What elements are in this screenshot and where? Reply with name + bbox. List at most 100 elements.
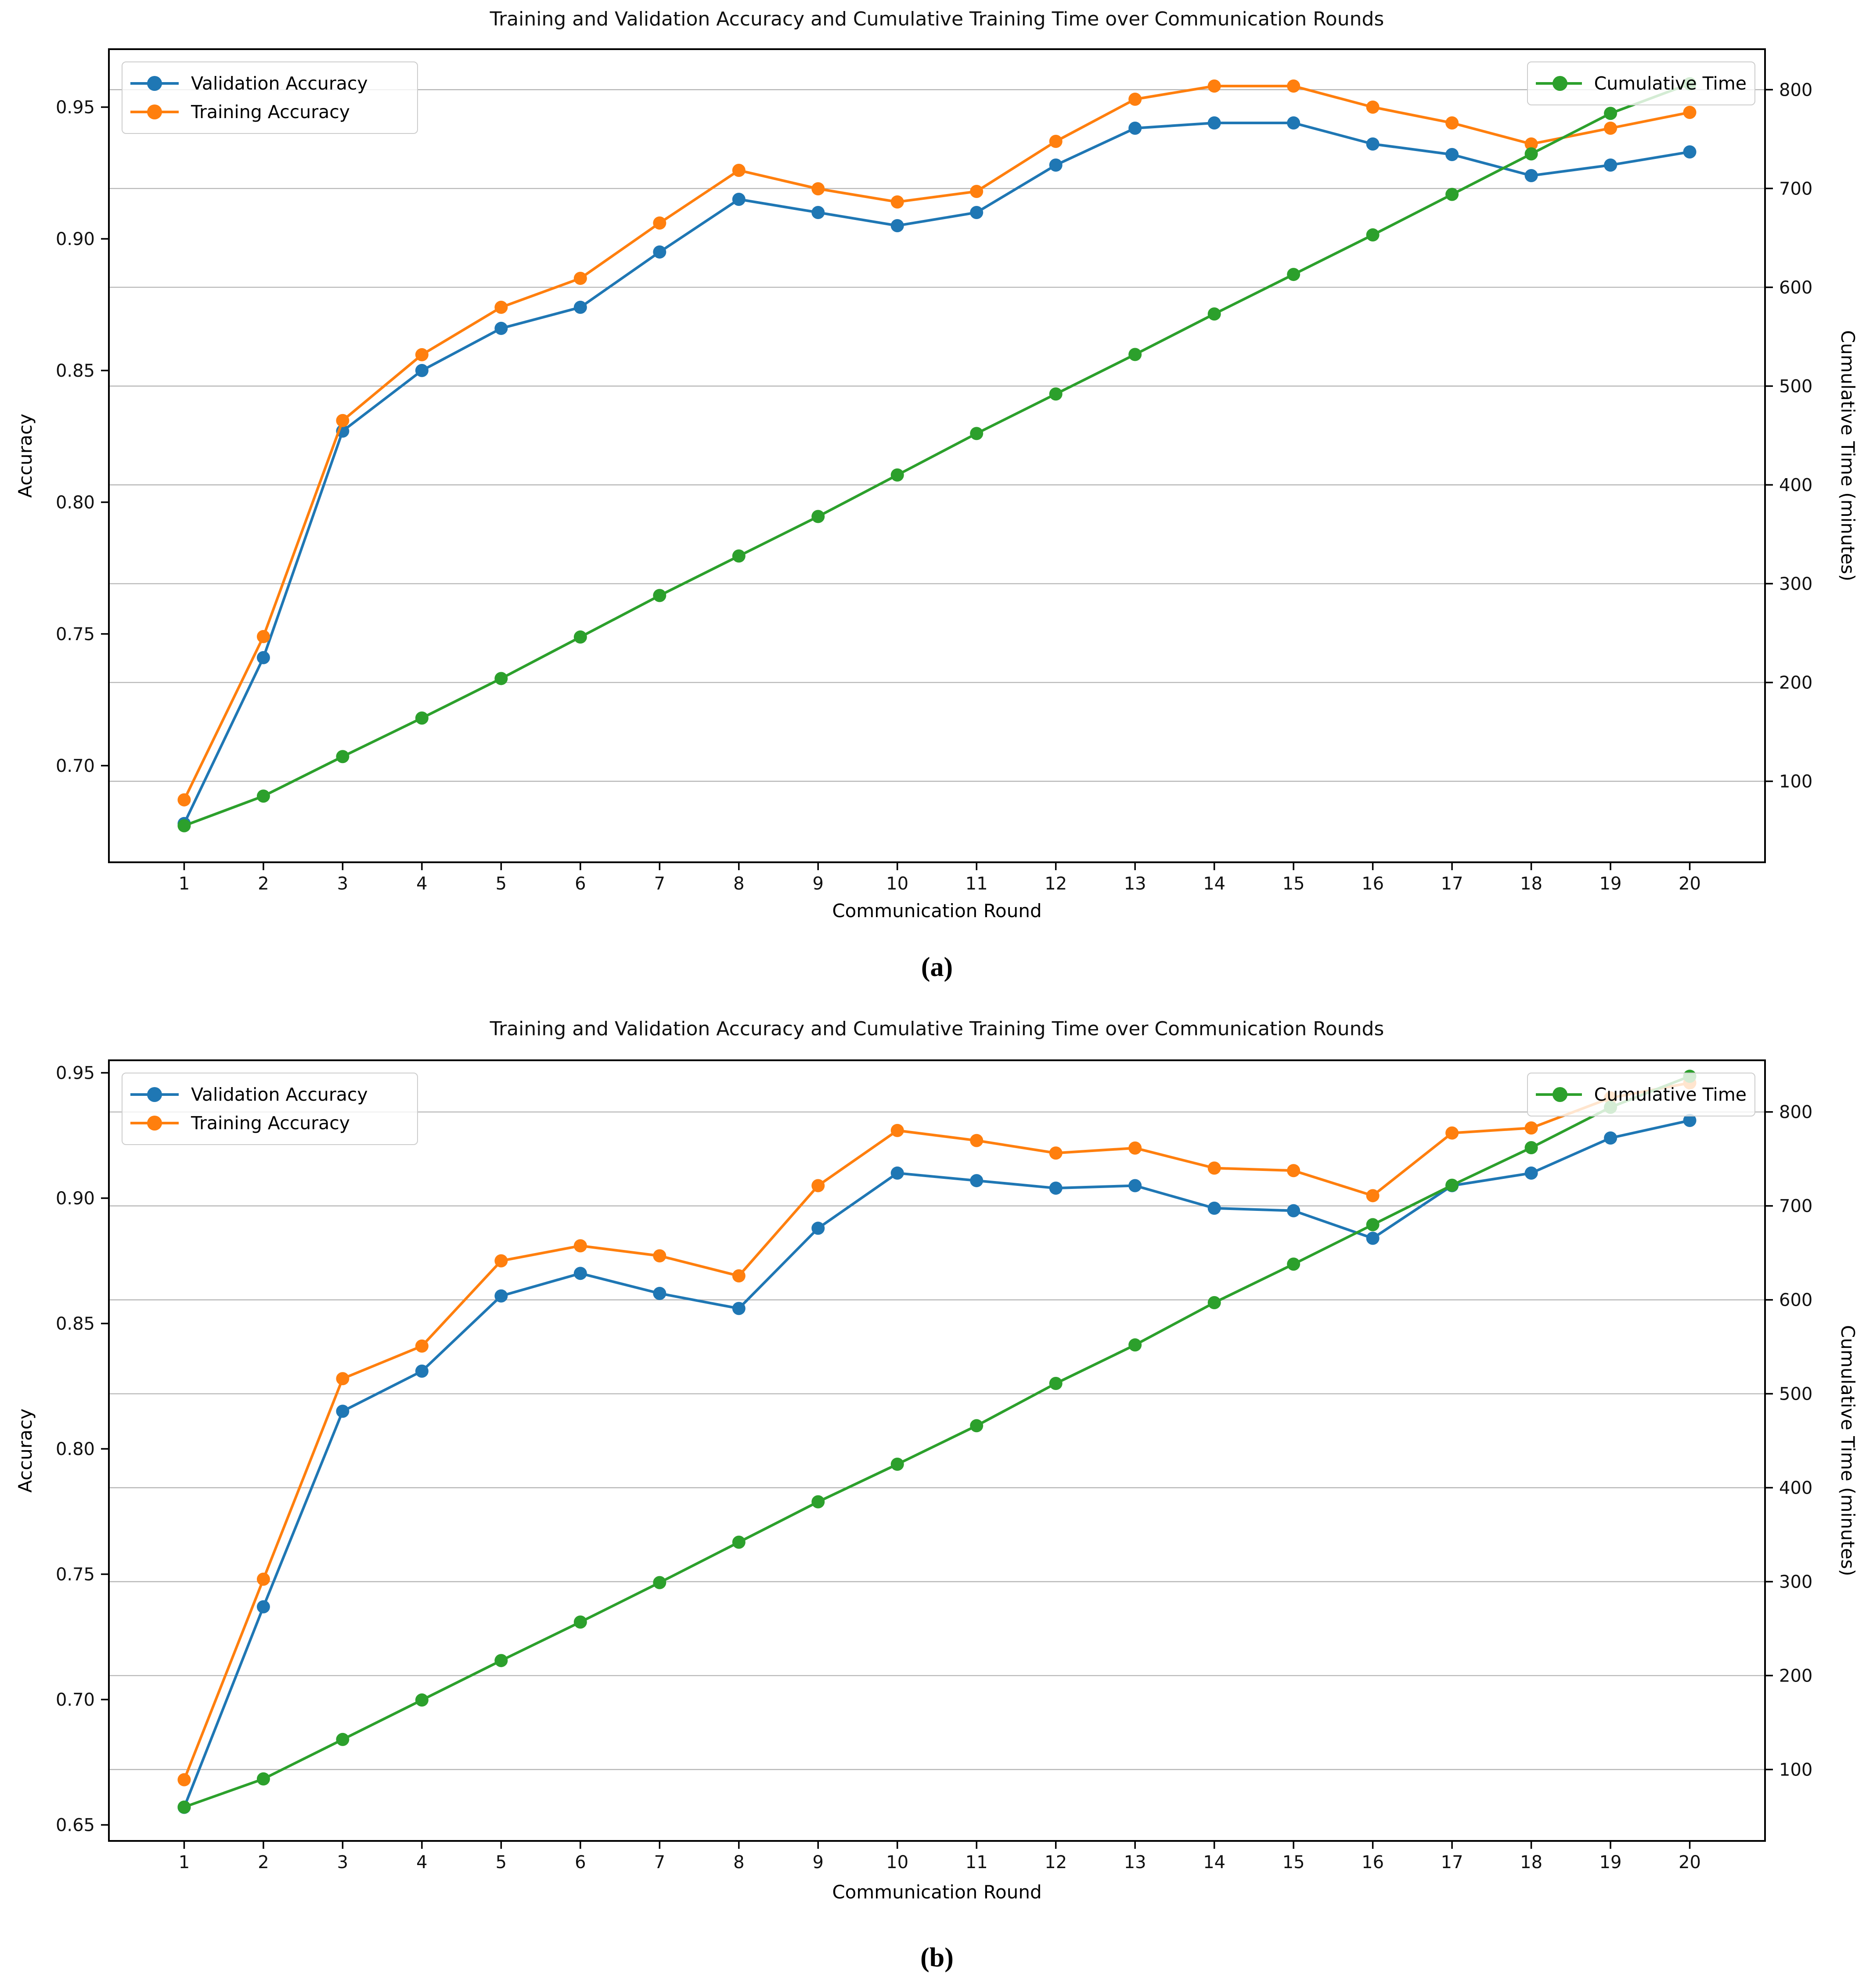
svg-text:600: 600 xyxy=(1779,1290,1812,1311)
svg-text:20: 20 xyxy=(1679,874,1701,894)
legend-label-training: Training Accuracy xyxy=(191,1113,350,1134)
svg-text:10: 10 xyxy=(886,874,908,894)
svg-text:0.75: 0.75 xyxy=(56,1564,95,1585)
svg-text:0.75: 0.75 xyxy=(56,624,95,645)
svg-text:400: 400 xyxy=(1779,475,1812,495)
svg-text:500: 500 xyxy=(1779,1384,1812,1405)
svg-text:300: 300 xyxy=(1779,574,1812,594)
svg-text:14: 14 xyxy=(1203,874,1225,894)
svg-text:800: 800 xyxy=(1779,80,1812,100)
svg-text:15: 15 xyxy=(1282,874,1305,894)
chart-b-yaxis-label-left: Accuracy xyxy=(14,1408,36,1493)
cumulative-time-line-marker-icon xyxy=(1536,76,1582,91)
svg-text:11: 11 xyxy=(965,874,988,894)
chart-a-title: Training and Validation Accuracy and Cum… xyxy=(490,8,1384,30)
svg-text:800: 800 xyxy=(1779,1102,1812,1123)
chart-a-accuracy-legend: Validation Accuracy Training Accuracy xyxy=(122,61,418,134)
svg-text:15: 15 xyxy=(1282,1852,1305,1873)
svg-text:7: 7 xyxy=(654,874,665,894)
validation-line-marker-icon xyxy=(130,1087,179,1102)
chart-b-time-legend: Cumulative Time xyxy=(1527,1073,1755,1116)
svg-text:8: 8 xyxy=(733,874,744,894)
legend-label-cumulative-time: Cumulative Time xyxy=(1594,1084,1747,1105)
figure-caption-b: (b) xyxy=(920,1943,954,1973)
training-line-marker-icon xyxy=(130,1116,179,1131)
svg-text:19: 19 xyxy=(1599,1852,1622,1873)
svg-text:0.80: 0.80 xyxy=(56,493,95,513)
svg-text:3: 3 xyxy=(337,874,348,894)
svg-text:0.90: 0.90 xyxy=(56,229,95,249)
chart-b-accuracy-legend: Validation Accuracy Training Accuracy xyxy=(122,1073,418,1145)
legend-label-cumulative-time: Cumulative Time xyxy=(1594,73,1747,94)
legend-label-validation: Validation Accuracy xyxy=(191,1084,368,1105)
svg-text:19: 19 xyxy=(1599,874,1622,894)
svg-text:13: 13 xyxy=(1124,1852,1146,1873)
svg-text:0.90: 0.90 xyxy=(56,1188,95,1209)
chart-a-time-legend: Cumulative Time xyxy=(1527,61,1755,105)
svg-text:0.95: 0.95 xyxy=(56,1063,95,1084)
svg-text:0.70: 0.70 xyxy=(56,1690,95,1710)
legend-entry-cumulative-time: Cumulative Time xyxy=(1536,73,1747,94)
legend-entry-training: Training Accuracy xyxy=(130,101,409,122)
svg-text:200: 200 xyxy=(1779,673,1812,693)
svg-text:17: 17 xyxy=(1441,874,1463,894)
svg-text:400: 400 xyxy=(1779,1478,1812,1498)
svg-text:200: 200 xyxy=(1779,1666,1812,1686)
svg-text:14: 14 xyxy=(1203,1852,1225,1873)
chart-b-yaxis-label-right: Cumulative Time (minutes) xyxy=(1837,1325,1859,1576)
svg-text:5: 5 xyxy=(496,1852,507,1873)
svg-text:9: 9 xyxy=(813,874,824,894)
svg-text:16: 16 xyxy=(1362,1852,1384,1873)
figure-caption-a: (a) xyxy=(921,952,953,982)
legend-entry-cumulative-time: Cumulative Time xyxy=(1536,1084,1747,1105)
chart-b-xaxis-label: Communication Round xyxy=(832,1881,1042,1903)
svg-text:0.65: 0.65 xyxy=(56,1815,95,1835)
svg-text:0.80: 0.80 xyxy=(56,1439,95,1459)
training-line-marker-icon xyxy=(130,104,179,120)
svg-text:18: 18 xyxy=(1520,1852,1542,1873)
svg-text:6: 6 xyxy=(575,874,586,894)
svg-text:2: 2 xyxy=(258,1852,269,1873)
svg-text:7: 7 xyxy=(654,1852,665,1873)
svg-text:0.70: 0.70 xyxy=(56,756,95,776)
svg-text:9: 9 xyxy=(813,1852,824,1873)
svg-text:2: 2 xyxy=(258,874,269,894)
validation-line-marker-icon xyxy=(130,76,179,91)
svg-text:4: 4 xyxy=(416,1852,427,1873)
svg-text:1: 1 xyxy=(179,874,190,894)
legend-entry-validation: Validation Accuracy xyxy=(130,73,409,94)
svg-text:1: 1 xyxy=(179,1852,190,1873)
svg-text:13: 13 xyxy=(1124,874,1146,894)
svg-text:8: 8 xyxy=(733,1852,744,1873)
svg-text:4: 4 xyxy=(416,874,427,894)
svg-text:18: 18 xyxy=(1520,874,1542,894)
svg-text:12: 12 xyxy=(1045,874,1067,894)
svg-text:16: 16 xyxy=(1362,874,1384,894)
svg-text:0.95: 0.95 xyxy=(56,97,95,118)
chart-a-yaxis-label-left: Accuracy xyxy=(14,414,36,498)
svg-text:300: 300 xyxy=(1779,1572,1812,1592)
svg-text:6: 6 xyxy=(575,1852,586,1873)
legend-entry-validation: Validation Accuracy xyxy=(130,1084,409,1105)
svg-text:600: 600 xyxy=(1779,277,1812,298)
svg-text:500: 500 xyxy=(1779,376,1812,396)
svg-text:100: 100 xyxy=(1779,771,1812,792)
legend-label-training: Training Accuracy xyxy=(191,101,350,123)
chart-a-xaxis-label: Communication Round xyxy=(832,900,1042,922)
svg-text:0.85: 0.85 xyxy=(56,1314,95,1334)
svg-text:700: 700 xyxy=(1779,1196,1812,1217)
svg-text:700: 700 xyxy=(1779,179,1812,199)
svg-text:5: 5 xyxy=(496,874,507,894)
svg-text:10: 10 xyxy=(886,1852,908,1873)
legend-label-validation: Validation Accuracy xyxy=(191,72,368,94)
svg-text:0.85: 0.85 xyxy=(56,361,95,381)
cumulative-time-line-marker-icon xyxy=(1536,1087,1582,1102)
svg-text:20: 20 xyxy=(1679,1852,1701,1873)
legend-entry-training: Training Accuracy xyxy=(130,1113,409,1134)
svg-text:17: 17 xyxy=(1441,1852,1463,1873)
chart-b-title: Training and Validation Accuracy and Cum… xyxy=(490,1018,1384,1040)
chart-a-yaxis-label-right: Cumulative Time (minutes) xyxy=(1837,330,1859,581)
svg-text:11: 11 xyxy=(965,1852,988,1873)
svg-text:3: 3 xyxy=(337,1852,348,1873)
svg-text:100: 100 xyxy=(1779,1760,1812,1780)
